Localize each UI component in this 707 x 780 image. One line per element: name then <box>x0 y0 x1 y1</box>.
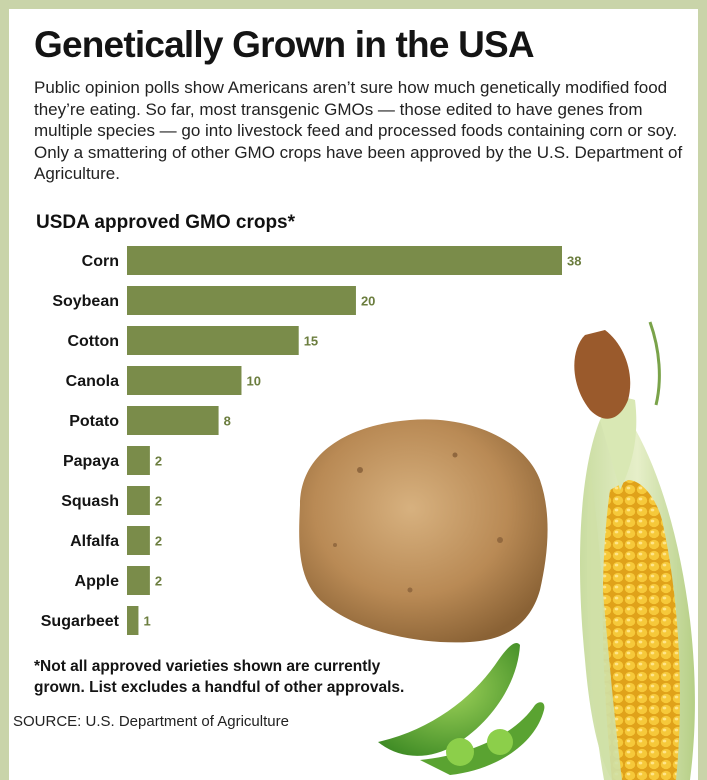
intro-paragraph: Public opinion polls show Americans aren… <box>34 78 683 183</box>
value-label: 8 <box>224 414 231 429</box>
bar-potato <box>127 406 219 435</box>
bar-squash <box>127 486 150 515</box>
category-label: Squash <box>61 493 119 510</box>
value-label: 2 <box>155 454 162 469</box>
bar-apple <box>127 566 150 595</box>
potato-illustration <box>299 419 548 643</box>
value-label: 15 <box>304 334 318 349</box>
chart-title: USDA approved GMO crops* <box>36 212 296 233</box>
potato-eye <box>452 452 458 458</box>
potato-eye <box>333 543 337 547</box>
value-label: 10 <box>246 374 260 389</box>
potato-eye <box>357 467 363 473</box>
pea <box>446 738 474 766</box>
category-label: Canola <box>66 373 119 390</box>
corn-husk-leaf <box>586 470 622 780</box>
potato-eye <box>497 537 503 543</box>
bar-soybean <box>127 286 356 315</box>
value-label: 2 <box>155 534 162 549</box>
corn-silk-strand <box>648 321 661 406</box>
pea-pod <box>378 642 520 756</box>
category-label: Corn <box>82 253 119 270</box>
corn-kernels <box>602 480 680 780</box>
value-label: 20 <box>361 294 375 309</box>
corn-husk-top <box>600 398 637 490</box>
value-label: 1 <box>143 614 150 629</box>
bar-corn <box>127 246 562 275</box>
potato-eye <box>407 587 413 593</box>
value-label: 2 <box>155 574 162 589</box>
category-label: Sugarbeet <box>41 613 120 630</box>
value-label: 38 <box>567 254 581 269</box>
source-note: SOURCE: U.S. Department of Agriculture <box>13 713 289 730</box>
category-label: Potato <box>69 413 119 430</box>
pea-pods-illustration <box>378 642 545 775</box>
page-title: Genetically Grown in the USA <box>34 24 535 65</box>
category-label: Soybean <box>52 293 119 310</box>
category-label: Alfalfa <box>70 533 119 550</box>
pea <box>487 729 513 755</box>
footnote: *Not all approved varieties shown are cu… <box>34 658 405 696</box>
bar-canola <box>127 366 242 395</box>
corn-illustration <box>574 321 695 780</box>
bar-papaya <box>127 446 150 475</box>
category-label: Cotton <box>67 333 119 350</box>
potato-body <box>299 419 548 643</box>
category-label: Papaya <box>63 453 119 470</box>
corn-silk <box>574 330 631 419</box>
value-label: 2 <box>155 494 162 509</box>
category-label: Apple <box>75 573 120 590</box>
bar-sugarbeet <box>127 606 139 635</box>
bar-cotton <box>127 326 299 355</box>
bar-alfalfa <box>127 526 150 555</box>
